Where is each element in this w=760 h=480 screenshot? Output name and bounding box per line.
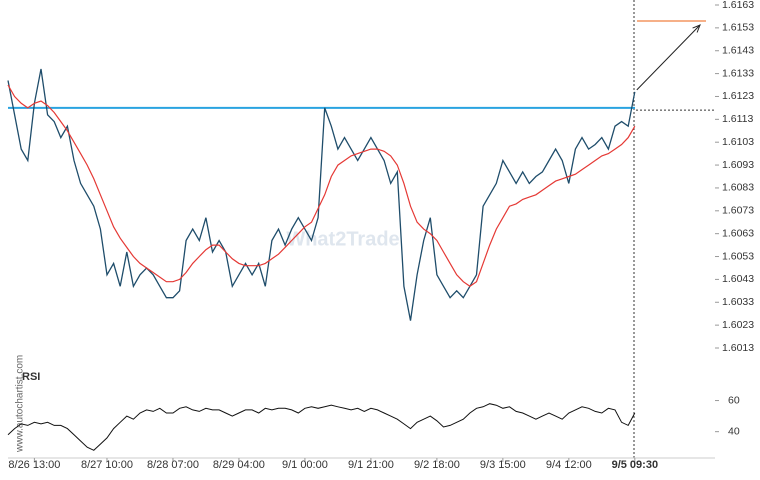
x-tick-label: 9/1 21:00	[348, 459, 394, 471]
ma-line	[7, 84, 636, 288]
x-tick-label: 9/5 09:30	[612, 459, 658, 471]
y-tick-label: 1.6063	[722, 227, 754, 239]
watermark: What2Trade	[286, 228, 399, 250]
price-line	[7, 68, 636, 321]
x-tick-label: 8/27 10:00	[81, 459, 133, 471]
y-tick-label: 1.6023	[722, 319, 754, 331]
y-tick-label: 1.6163	[722, 0, 754, 11]
y-tick-label: 1.6123	[722, 90, 754, 102]
x-tick-label: 9/1 00:00	[282, 459, 328, 471]
y-tick-label: 1.6113	[722, 113, 753, 125]
x-tick-label: 8/29 04:00	[213, 459, 265, 471]
side-text: www.autochartist.com	[15, 355, 26, 453]
forecast-arrowhead	[692, 24, 701, 33]
y-tick-label: 1.6033	[722, 296, 754, 308]
y-tick-label: 1.6053	[722, 250, 754, 262]
y-tick-label: 1.6133	[722, 67, 754, 79]
y-tick-label: 1.6143	[722, 45, 754, 57]
y-tick-label: 1.6073	[722, 205, 754, 217]
rsi-line	[7, 403, 636, 451]
y-tick-label: 1.6083	[722, 182, 754, 194]
y-tick-label: 1.6043	[722, 273, 754, 285]
forecast-arrow	[636, 24, 701, 91]
rsi-title: RSI	[22, 371, 40, 383]
x-tick-label: 9/4 12:00	[546, 459, 592, 471]
x-tick-label: 8/28 07:00	[147, 459, 199, 471]
rsi-tick-label: 40	[728, 425, 740, 437]
rsi-tick-label: 60	[728, 394, 740, 406]
x-tick-label: 8/26 13:00	[8, 459, 60, 471]
y-tick-label: 1.6103	[722, 136, 754, 148]
y-tick-label: 1.6013	[722, 342, 754, 354]
x-tick-label: 9/3 15:00	[480, 459, 526, 471]
y-tick-label: 1.6153	[722, 22, 754, 34]
y-tick-label: 1.6093	[722, 159, 754, 171]
x-tick-label: 9/2 18:00	[414, 459, 460, 471]
